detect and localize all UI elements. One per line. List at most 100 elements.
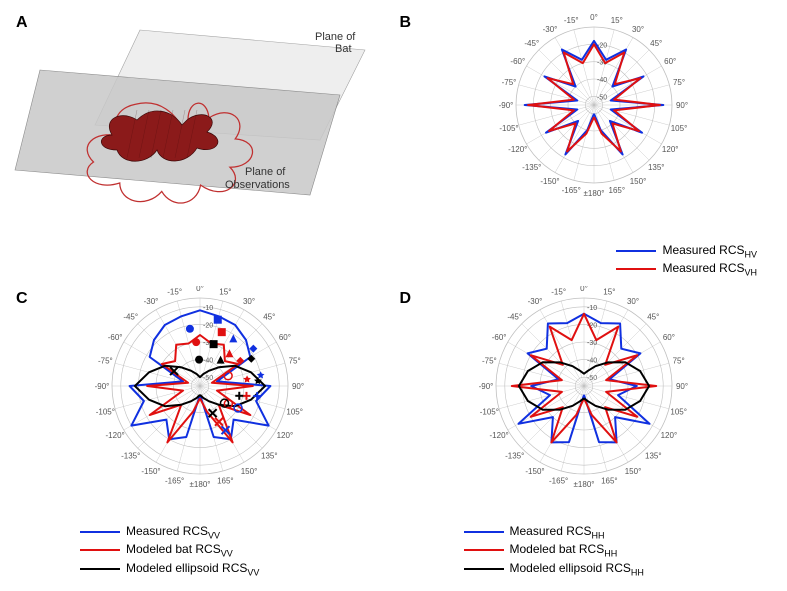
- svg-text:-45°: -45°: [507, 312, 522, 321]
- svg-text:-75°: -75°: [481, 356, 496, 365]
- svg-text:-20: -20: [203, 322, 213, 329]
- svg-text:135°: 135°: [261, 451, 278, 460]
- svg-text:60°: 60°: [662, 333, 674, 342]
- svg-text:165°: 165°: [217, 476, 234, 485]
- svg-text:45°: 45°: [647, 312, 659, 321]
- panel-c: C -50-40-30-20-10±180°-165°-150°-135°-12…: [10, 286, 394, 582]
- svg-text:15°: 15°: [219, 287, 231, 296]
- panel-b-svg: -50-40-30-20±180°-165°-150°-135°-120°-10…: [394, 10, 774, 210]
- svg-text:30°: 30°: [631, 25, 643, 34]
- svg-text:75°: 75°: [672, 78, 684, 87]
- panel-c-svg: -50-40-30-20-10±180°-165°-150°-135°-120°…: [10, 286, 390, 526]
- svg-text:-45°: -45°: [123, 312, 138, 321]
- svg-text:30°: 30°: [243, 297, 255, 306]
- legend-text: Measured RCSHH: [510, 524, 605, 540]
- legend-swatch: [616, 250, 656, 252]
- legend-swatch: [464, 568, 504, 570]
- panel-d-label: D: [400, 290, 412, 308]
- svg-text:15°: 15°: [603, 287, 615, 296]
- legend-row: Measured RCSHV: [616, 243, 757, 259]
- svg-text:0°: 0°: [196, 286, 204, 293]
- legend-swatch: [616, 268, 656, 270]
- panel-a-svg: Plane ofBatPlane ofObservations: [10, 10, 390, 230]
- svg-text:-105°: -105°: [479, 407, 498, 416]
- legend-text: Modeled ellipsoid RCSHH: [510, 561, 644, 577]
- panel-d: D -50-40-30-20-10±180°-165°-150°-135°-12…: [394, 286, 778, 582]
- svg-text:135°: 135°: [645, 451, 662, 460]
- legend-text: Measured RCSVV: [126, 524, 220, 540]
- svg-text:-30°: -30°: [527, 297, 542, 306]
- svg-text:-135°: -135°: [121, 451, 140, 460]
- svg-text:105°: 105°: [670, 407, 687, 416]
- svg-text:Bat: Bat: [335, 43, 352, 55]
- svg-text:90°: 90°: [675, 382, 687, 391]
- svg-text:±180°: ±180°: [573, 480, 594, 489]
- svg-text:165°: 165°: [608, 186, 625, 195]
- svg-text:-40: -40: [587, 357, 597, 364]
- svg-text:150°: 150°: [629, 177, 646, 186]
- legend-row: Measured RCSVV: [80, 524, 259, 540]
- svg-text:150°: 150°: [241, 466, 258, 475]
- svg-text:120°: 120°: [661, 145, 678, 154]
- svg-text:-75°: -75°: [98, 356, 113, 365]
- legend-swatch: [464, 531, 504, 533]
- svg-text:-15°: -15°: [167, 287, 182, 296]
- svg-text:-30: -30: [587, 340, 597, 347]
- svg-text:-105°: -105°: [499, 124, 518, 133]
- legend-text: Modeled ellipsoid RCSVV: [126, 561, 259, 577]
- svg-text:Plane of: Plane of: [245, 166, 286, 178]
- svg-text:-40: -40: [203, 357, 213, 364]
- svg-text:-60°: -60°: [510, 57, 525, 66]
- svg-text:-105°: -105°: [96, 407, 115, 416]
- figure-grid: A Plane ofBatPlane ofObservations B -50-…: [10, 10, 777, 581]
- svg-text:-15°: -15°: [551, 287, 566, 296]
- svg-text:-90°: -90°: [498, 101, 513, 110]
- svg-text:±180°: ±180°: [583, 189, 604, 198]
- svg-text:0°: 0°: [580, 286, 588, 293]
- svg-text:45°: 45°: [263, 312, 275, 321]
- svg-text:105°: 105°: [286, 407, 303, 416]
- legend-swatch: [464, 549, 504, 551]
- panel-b: B -50-40-30-20±180°-165°-150°-135°-120°-…: [394, 10, 778, 286]
- svg-text:-120°: -120°: [489, 431, 508, 440]
- svg-text:-165°: -165°: [549, 476, 568, 485]
- svg-text:75°: 75°: [672, 356, 684, 365]
- svg-text:-40: -40: [597, 77, 607, 84]
- svg-text:120°: 120°: [660, 431, 677, 440]
- svg-text:-15°: -15°: [563, 16, 578, 25]
- svg-text:-165°: -165°: [561, 186, 580, 195]
- svg-text:-60°: -60°: [491, 333, 506, 342]
- panel-d-svg: -50-40-30-20-10±180°-165°-150°-135°-120°…: [394, 286, 774, 526]
- svg-text:45°: 45°: [650, 39, 662, 48]
- svg-text:60°: 60°: [279, 333, 291, 342]
- panel-d-legend: Measured RCSHH Modeled bat RCSHH Modeled e…: [464, 524, 644, 577]
- svg-text:90°: 90°: [675, 101, 687, 110]
- legend-text: Modeled bat RCSHH: [510, 542, 618, 558]
- svg-text:-150°: -150°: [540, 177, 559, 186]
- svg-text:-75°: -75°: [501, 78, 516, 87]
- svg-text:105°: 105°: [670, 124, 687, 133]
- legend-row: Measured RCSVH: [616, 261, 757, 277]
- legend-swatch: [80, 531, 120, 533]
- legend-text: Measured RCSHV: [662, 243, 757, 259]
- svg-text:-60°: -60°: [108, 333, 123, 342]
- panel-b-legend: Measured RCSHV Measured RCSVH: [616, 243, 757, 278]
- svg-text:90°: 90°: [292, 382, 304, 391]
- svg-text:0°: 0°: [590, 13, 598, 22]
- svg-text:120°: 120°: [277, 431, 294, 440]
- legend-row: Measured RCSHH: [464, 524, 644, 540]
- svg-text:165°: 165°: [601, 476, 618, 485]
- svg-text:-135°: -135°: [522, 163, 541, 172]
- svg-text:-45°: -45°: [524, 39, 539, 48]
- svg-text:±180°: ±180°: [190, 480, 211, 489]
- svg-text:-10: -10: [587, 304, 597, 311]
- svg-text:-120°: -120°: [508, 145, 527, 154]
- svg-text:150°: 150°: [624, 466, 641, 475]
- svg-text:-90°: -90°: [95, 382, 110, 391]
- svg-text:-90°: -90°: [478, 382, 493, 391]
- svg-text:-120°: -120°: [106, 431, 125, 440]
- svg-text:-135°: -135°: [505, 451, 524, 460]
- legend-text: Modeled bat RCSVV: [126, 542, 233, 558]
- legend-row: Modeled bat RCSVV: [80, 542, 259, 558]
- svg-text:-150°: -150°: [525, 466, 544, 475]
